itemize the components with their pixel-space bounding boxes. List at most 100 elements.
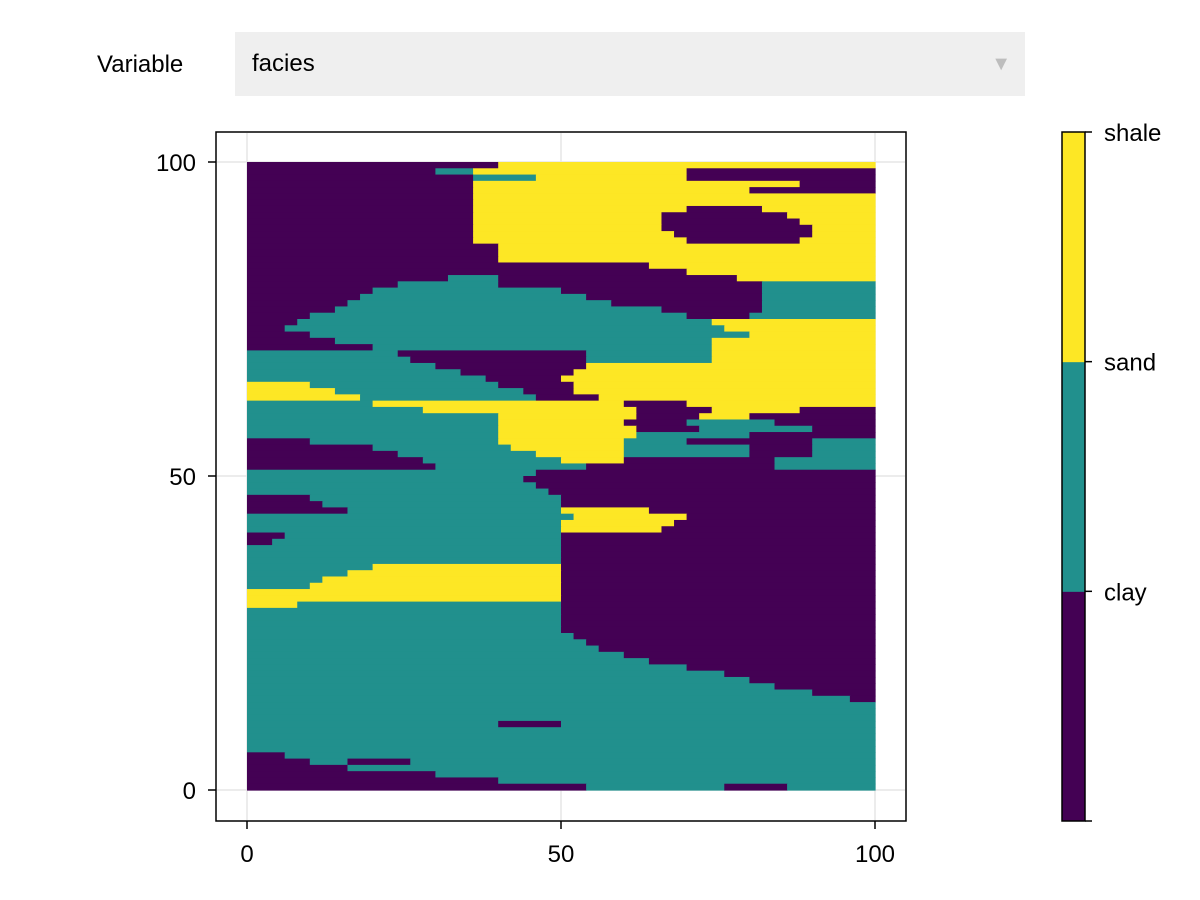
heatmap-cell-clay [247,438,311,446]
heatmap-cell-shale [247,589,562,596]
heatmap-cell-shale [686,400,876,408]
heatmap-cell-clay [749,187,876,194]
heatmap-cell-clay [247,262,499,270]
heatmap-cell-sand [247,563,374,571]
heatmap-cell-clay [661,212,788,220]
heatmap-cell-shale [309,582,562,590]
colorbar-label-clay: clay [1104,579,1147,606]
heatmap-cell-clay [247,174,474,182]
heatmap-cell-shale [573,369,876,377]
heatmap-cell-shale [573,513,688,521]
heatmap-cell-clay [686,168,876,176]
heatmap-cell-clay [636,425,700,433]
heatmap-cell-shale [473,212,663,220]
heatmap-cell-clay [247,450,399,458]
heatmap-cell-clay [623,651,876,659]
heatmap-cell-clay [498,262,650,270]
heatmap-cell-clay [247,764,349,772]
heatmap-cell-sand [586,356,713,364]
heatmap-cell-clay [561,494,876,502]
heatmap-cell-sand [347,507,562,515]
heatmap-cell-clay [686,664,876,672]
heatmap-cell-shale [648,262,876,270]
heatmap-cell-sand [247,614,562,622]
heatmap-cell-sand [397,450,537,458]
heatmap-cell-clay [247,237,474,245]
chevron-down-icon: ▼ [991,53,1011,75]
heatmap-cell-clay [247,319,298,326]
heatmap-cell-clay [247,218,474,226]
heatmap-cell-sand [247,746,876,753]
variable-label: Variable [97,51,184,78]
heatmap-cell-clay [561,570,876,578]
heatmap-cell-clay [636,406,713,414]
x-tick-label: 100 [855,841,895,868]
heatmap-cell-clay [561,532,876,540]
heatmap-cell-sand [247,683,776,691]
heatmap-cell-sand [812,438,876,446]
heatmap-cell-clay [247,532,286,540]
heatmap-cell-clay [686,513,876,521]
heatmap-cell-sand [247,676,750,684]
heatmap-cell-shale [573,381,876,389]
heatmap-cell-sand [561,720,876,728]
heatmap-cell-sand [774,457,876,465]
heatmap-cell-clay [523,476,876,483]
colorbar-segment-shale [1062,132,1085,363]
heatmap-cell-sand [247,350,399,358]
heatmap-cell-sand [247,639,587,647]
x-tick-label: 50 [548,841,575,868]
heatmap-cell-sand [410,758,876,766]
heatmap-cell-clay [485,375,562,383]
heatmap-cell-clay [749,444,813,452]
heatmap-cell-sand [322,501,562,508]
heatmap-cell-clay [247,325,286,333]
heatmap-cell-shale [498,432,637,439]
heatmap-cell-clay [661,218,801,226]
heatmap-cell-clay [247,187,474,194]
heatmap-cell-clay [247,293,361,301]
heatmap-cell-clay [247,312,311,320]
heatmap-cell-clay [724,783,788,791]
heatmap-cell-shale [473,187,750,194]
heatmap-cell-shale [473,199,876,207]
heatmap-cell-sand [247,419,499,427]
heatmap-cell-shale [799,218,876,226]
heatmap-cell-clay [247,538,273,546]
heatmap-cell-sand [247,476,524,483]
heatmap-cell-clay [661,526,876,534]
heatmap-cell-clay [799,406,876,414]
heatmap-cell-shale [498,438,625,446]
heatmap-cell-shale [749,331,876,339]
heatmap-cell-sand [247,651,625,659]
heatmap-cell-clay [397,350,587,358]
heatmap-cell-sand [247,733,876,741]
heatmap-cell-sand [247,369,462,377]
heatmap-cell-clay [247,507,349,515]
heatmap-cells [247,162,876,791]
heatmap-cell-sand [309,438,499,446]
heatmap-cell-clay [674,231,813,238]
heatmap-cell-sand [586,350,713,358]
heatmap-cell-sand [284,325,725,333]
heatmap-cell-shale [473,231,675,238]
heatmap-cell-clay [561,589,876,596]
heatmap-cell-clay [247,243,499,251]
heatmap-cell-clay [799,180,876,188]
heatmap-cell-shale [711,319,876,326]
heatmap-cell-sand [247,551,562,559]
heatmap-cell-shale [247,381,311,389]
heatmap-cell-shale [787,212,876,220]
variable-dropdown[interactable]: facies ▼ [235,32,1025,96]
heatmap-cell-clay [247,331,311,339]
heatmap-cell-sand [247,633,575,640]
heatmap-cell-clay [586,293,763,301]
heatmap-cell-clay [247,494,311,502]
heatmap-cell-sand [498,777,876,785]
heatmap-cell-sand [360,394,537,402]
heatmap-cell-clay [749,450,813,458]
y-tick-label: 50 [169,464,196,491]
heatmap-cell-clay [535,482,876,490]
heatmap-cell-clay [623,457,776,465]
heatmap-cell-sand [447,275,499,282]
